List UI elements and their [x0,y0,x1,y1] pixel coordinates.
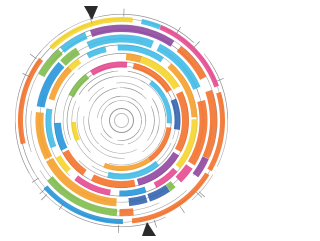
circular-graphic [0,0,243,241]
arc-segment [119,212,133,213]
page: (() => { const data = JSON.parse(documen… [0,0,320,241]
arc-segment [129,199,147,203]
arc-segment [168,184,173,188]
arc-segment [126,57,141,60]
